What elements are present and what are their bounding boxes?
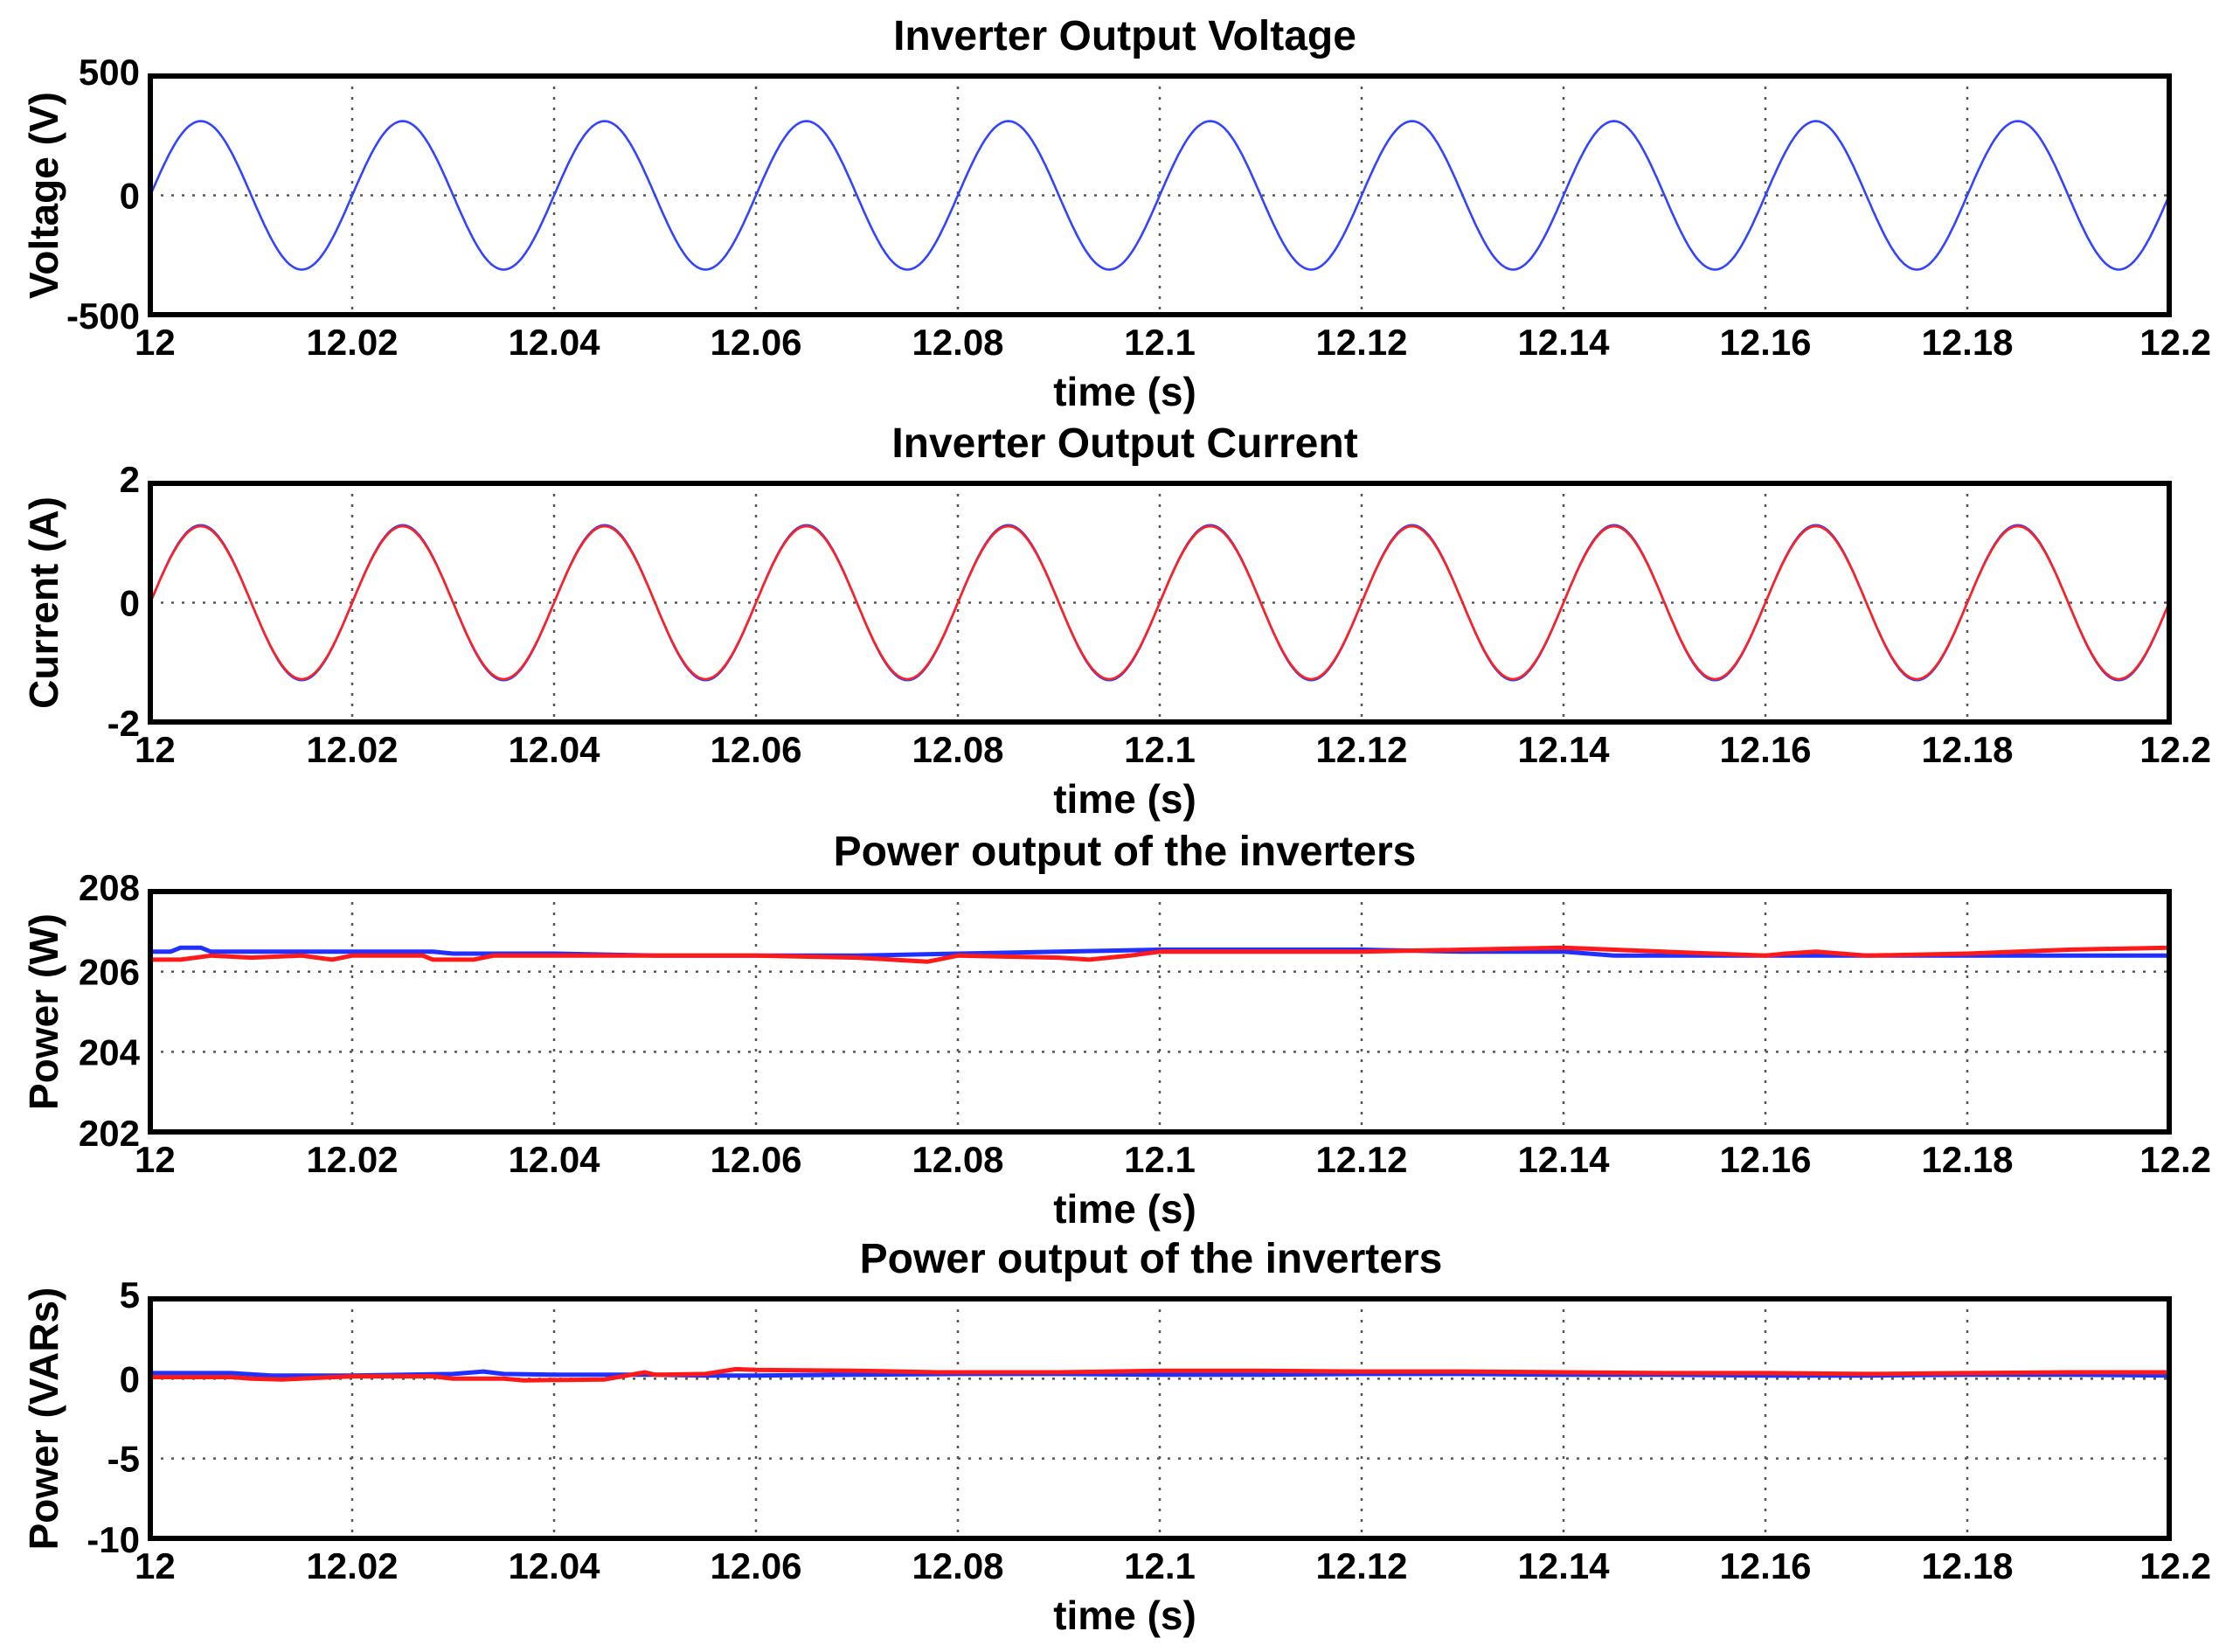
- x-axis-label: time (s): [1053, 776, 1196, 822]
- x-tick-label: 12.1: [1124, 729, 1196, 770]
- x-tick-label: 12.2: [2139, 322, 2211, 363]
- y-tick-label: 0: [120, 176, 140, 217]
- x-tick-label: 12.18: [1921, 729, 2013, 770]
- x-tick-label: 12.2: [2139, 1139, 2211, 1180]
- y-tick-label: 5: [120, 1274, 140, 1315]
- y-tick-label: 202: [79, 1113, 140, 1154]
- plot-frame: [148, 481, 2172, 725]
- x-tick-label: 12.2: [2139, 729, 2211, 770]
- chart-title: Power output of the inverters: [834, 829, 1417, 875]
- x-tick-label: 12.14: [1517, 1139, 1610, 1180]
- series-line-1: [149, 120, 2171, 271]
- x-tick-label: 12.14: [1517, 322, 1610, 363]
- x-tick-label: 12.06: [710, 322, 801, 363]
- x-tick-label: 12.12: [1315, 1139, 1407, 1180]
- x-tick-label: 12.02: [306, 1139, 398, 1180]
- y-axis-label: Power (W): [21, 913, 66, 1110]
- x-tick-label: 12: [135, 1139, 176, 1180]
- plot-frame: [148, 1296, 2172, 1541]
- x-axis-label: time (s): [1053, 1593, 1196, 1638]
- x-tick-label: 12.18: [1921, 1139, 2013, 1180]
- x-tick-label: 12.1: [1124, 1545, 1196, 1586]
- x-tick-label: 12.16: [1719, 1545, 1811, 1586]
- x-tick-label: 12.14: [1517, 729, 1610, 770]
- y-tick-label: 0: [120, 1358, 140, 1399]
- y-tick-label: 0: [120, 583, 140, 624]
- y-tick-label: -5: [107, 1439, 140, 1480]
- chart-title: Inverter Output Current: [891, 420, 1357, 467]
- x-tick-label: 12.16: [1719, 729, 1811, 770]
- y-axis-label: Power (VARs): [21, 1288, 66, 1551]
- x-tick-label: 12.04: [508, 1139, 600, 1180]
- x-tick-label: 12.04: [508, 729, 600, 770]
- chart-title: Inverter Output Voltage: [893, 13, 1356, 59]
- x-tick-label: 12.16: [1719, 322, 1811, 363]
- x-tick-label: 12.12: [1315, 1545, 1407, 1586]
- x-tick-label: 12.04: [508, 1545, 600, 1586]
- x-tick-label: 12.12: [1315, 322, 1407, 363]
- x-tick-label: 12.04: [508, 322, 600, 363]
- x-tick-label: 12.02: [306, 1545, 398, 1586]
- y-axis-label: Current (A): [21, 496, 66, 709]
- x-tick-label: 12.06: [710, 729, 801, 770]
- y-tick-label: -10: [87, 1519, 140, 1560]
- chart-title: Power output of the inverters: [860, 1236, 1443, 1282]
- x-tick-label: 12.08: [912, 729, 1003, 770]
- x-tick-label: 12.2: [2139, 1545, 2211, 1586]
- y-tick-label: 204: [79, 1031, 141, 1072]
- series-line-2: [150, 1366, 2169, 1383]
- x-tick-label: 12.08: [912, 1545, 1003, 1586]
- x-tick-label: 12.16: [1719, 1139, 1811, 1180]
- x-tick-label: 12.12: [1315, 729, 1407, 770]
- x-tick-label: 12.08: [912, 1139, 1003, 1180]
- x-tick-label: 12.06: [710, 1545, 801, 1586]
- x-tick-label: 12.1: [1124, 1139, 1196, 1180]
- plot-frame: [148, 73, 2172, 317]
- y-tick-label: 206: [79, 952, 140, 993]
- x-tick-label: 12.06: [710, 1139, 801, 1180]
- chart-panel-3: 12 12.02 12.04 12.06 12.08 12.1 12.12 12.14 12.1…: [21, 829, 2211, 1232]
- chart-panel-4: 12 12.02 12.04 12.06 12.08 12.1 12.12 12.14 12.1…: [21, 1236, 2211, 1638]
- y-tick-label: -2: [107, 703, 140, 744]
- y-tick-label: 2: [120, 459, 140, 500]
- plot-frame: [148, 889, 2172, 1135]
- y-tick-label: 208: [79, 867, 140, 908]
- chart-panel-1: 12 12.02 12.04 12.06 12.08 12.1 12.12 12.14 12.1…: [21, 13, 2211, 414]
- chart-panel-2: 12 12.02 12.04 12.06 12.08 12.1 12.12 12.14 12.1…: [21, 420, 2211, 822]
- x-axis-label: time (s): [1053, 369, 1196, 414]
- y-tick-label: 500: [79, 52, 140, 93]
- x-tick-label: 12: [135, 1545, 176, 1586]
- x-tick-label: 12.02: [306, 729, 398, 770]
- x-tick-label: 12.08: [912, 322, 1003, 363]
- x-tick-label: 12: [135, 322, 176, 363]
- series-line-2: [149, 524, 2171, 681]
- x-tick-label: 12: [135, 729, 176, 770]
- x-tick-label: 12.18: [1921, 1545, 2013, 1586]
- x-tick-label: 12.14: [1517, 1545, 1610, 1586]
- x-tick-label: 12.18: [1921, 322, 2013, 363]
- x-tick-label: 12.02: [306, 322, 398, 363]
- y-tick-label: -500: [66, 295, 140, 337]
- x-axis-label: time (s): [1053, 1186, 1196, 1232]
- y-axis-label: Voltage (V): [21, 92, 66, 299]
- x-tick-label: 12.1: [1124, 322, 1196, 363]
- series-line-2: [150, 945, 2170, 964]
